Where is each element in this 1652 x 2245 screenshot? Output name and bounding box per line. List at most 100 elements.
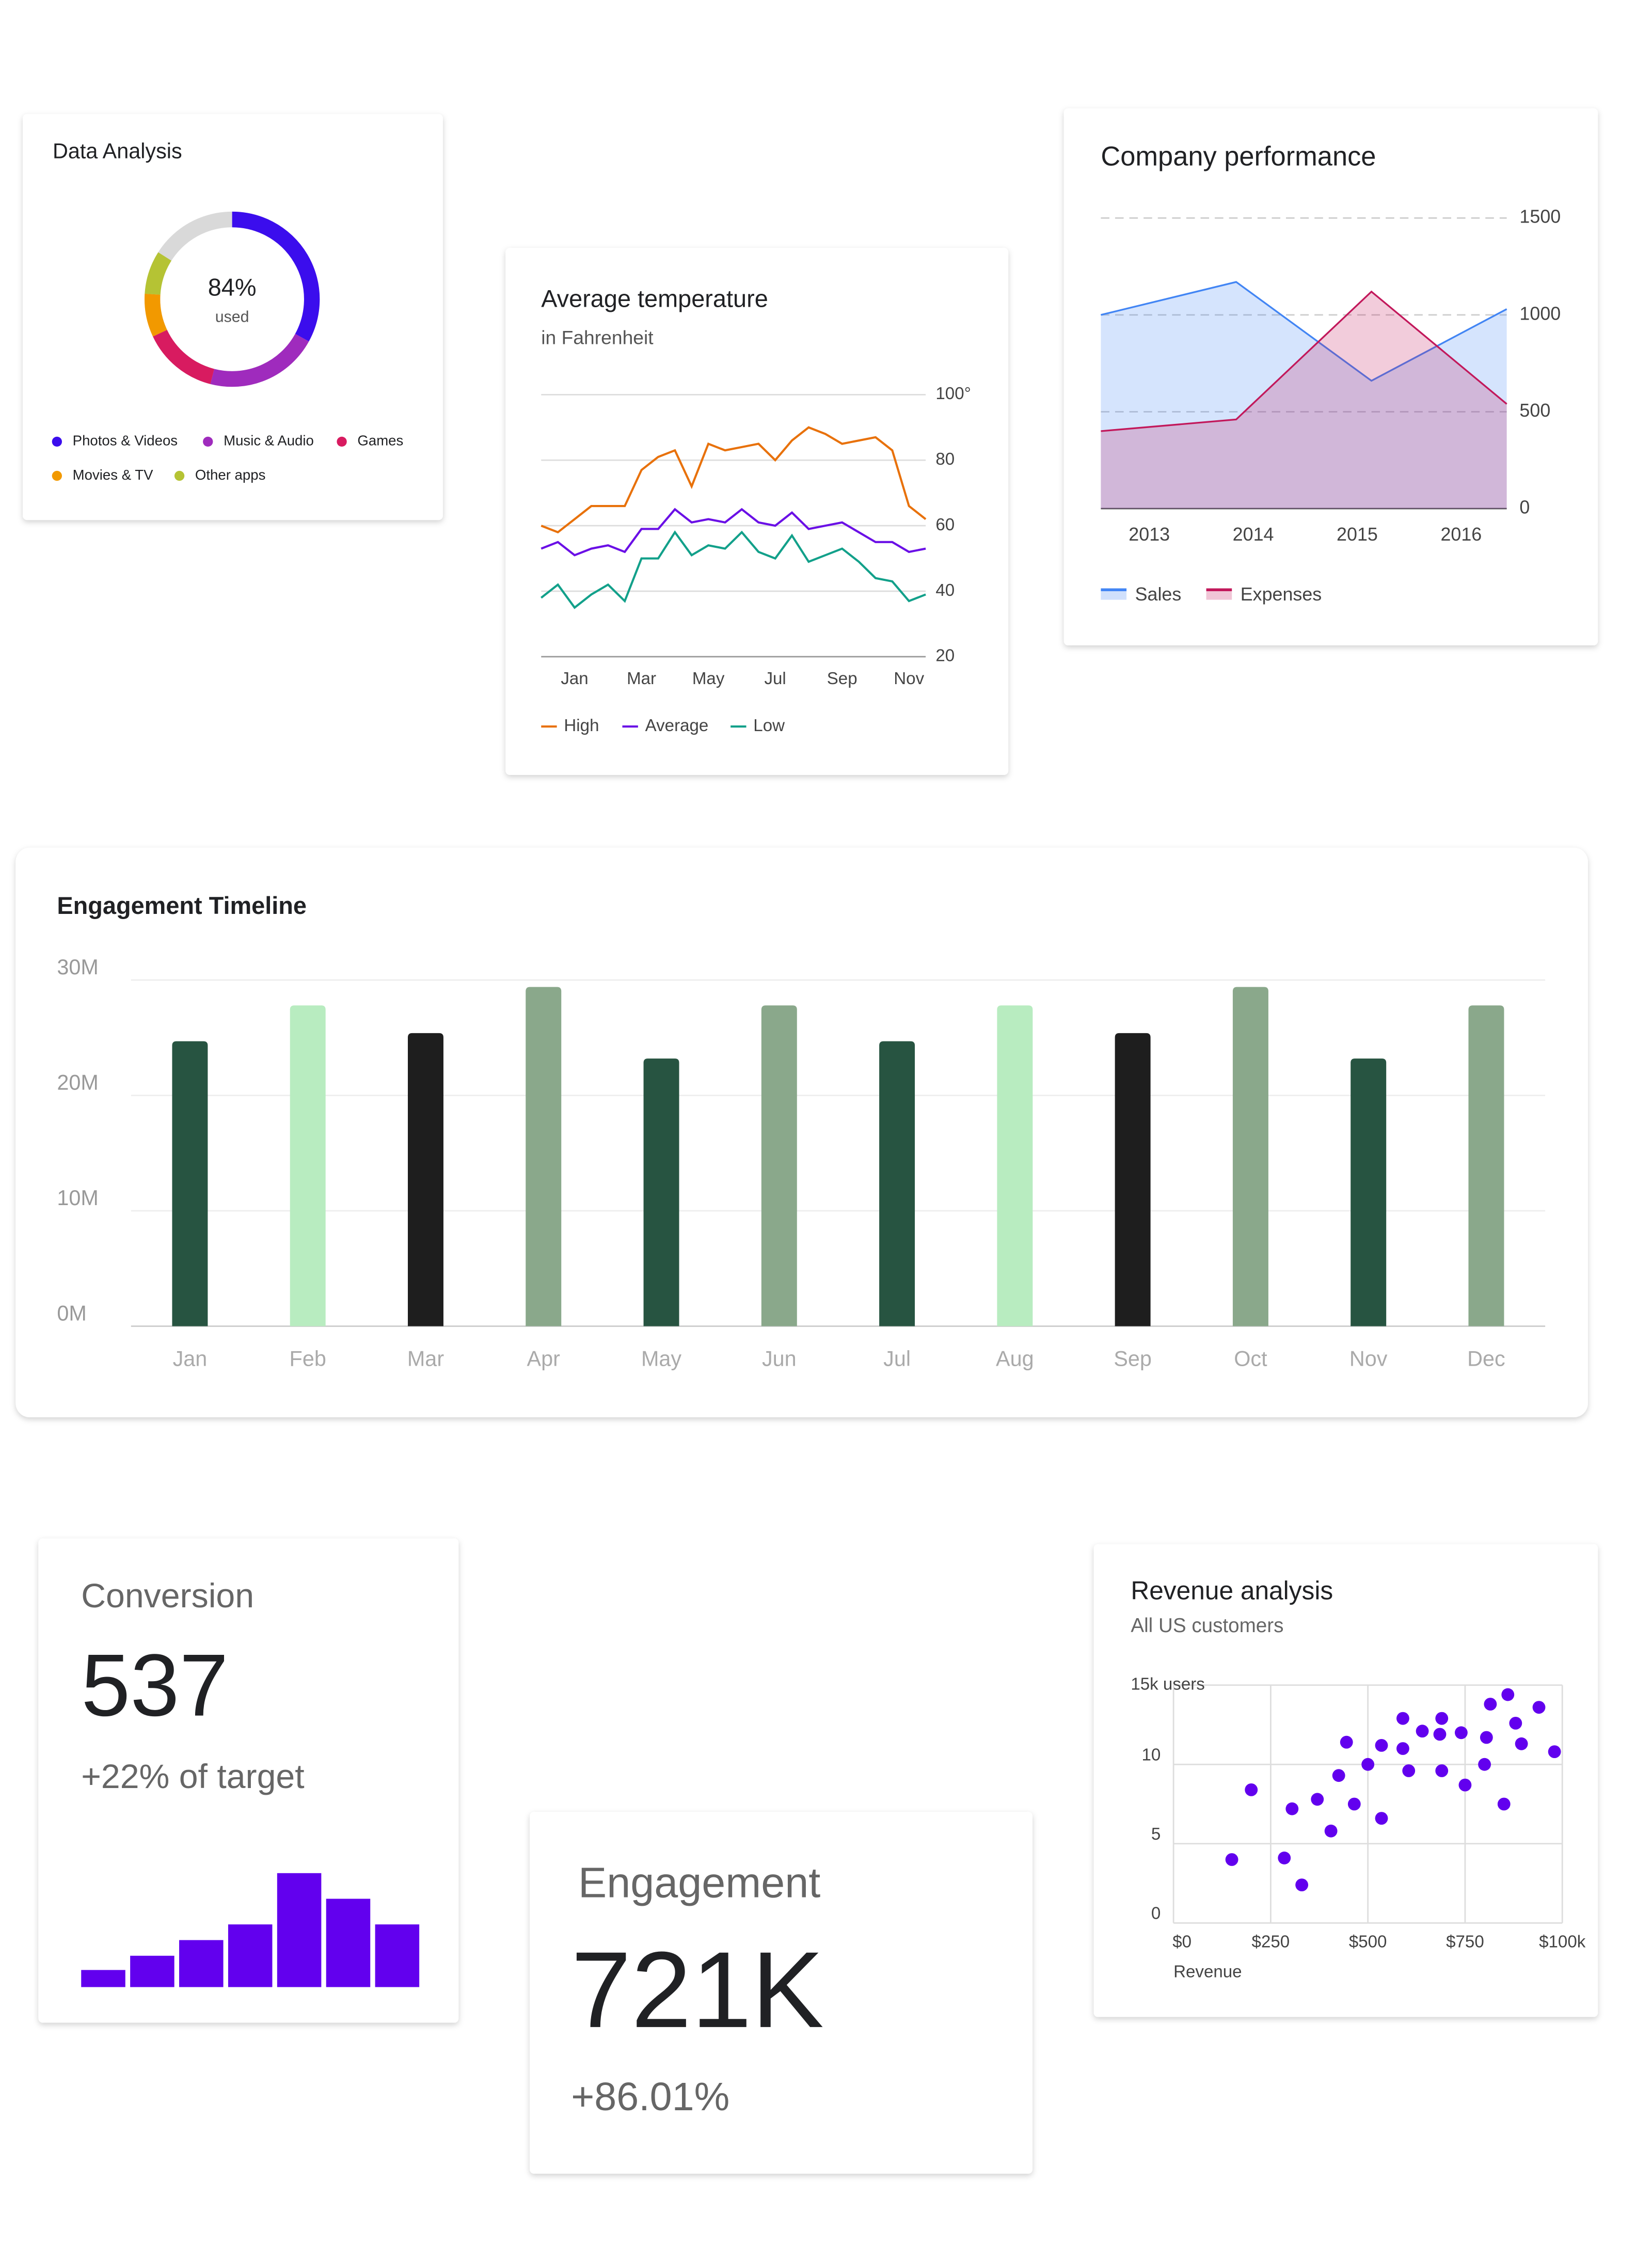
x-tick-label: Aug [996, 1347, 1034, 1371]
chart-title: Data Analysis [53, 139, 182, 163]
y-tick-label: 10M [57, 1186, 98, 1210]
bar [1232, 987, 1268, 1326]
y-tick-label: 0M [57, 1301, 86, 1325]
x-tick-label: Nov [1349, 1347, 1388, 1371]
bar [81, 1970, 125, 1987]
x-tick-label: May [692, 669, 725, 688]
x-tick-label: May [641, 1347, 681, 1371]
point [1433, 1728, 1447, 1741]
point [1278, 1852, 1291, 1864]
point [1245, 1783, 1258, 1796]
bar [1351, 1058, 1387, 1326]
card [23, 114, 443, 520]
legend-dot [52, 470, 62, 481]
legend-label: Sales [1135, 584, 1182, 605]
point [1361, 1758, 1375, 1771]
bar [130, 1955, 174, 1987]
x-tick-label: Jun [762, 1347, 797, 1371]
point [1497, 1797, 1511, 1811]
x-tick-label: Oct [1234, 1347, 1267, 1371]
x-tick-label: $500 [1349, 1933, 1387, 1952]
point [1311, 1793, 1324, 1806]
x-tick-label: Apr [527, 1347, 561, 1371]
chart-title: Company performance [1101, 141, 1376, 171]
legend-label: Photos & Videos [73, 433, 178, 449]
card-note: +22% of target [81, 1758, 304, 1796]
donut-segment [210, 334, 309, 387]
y-tick-label: 5 [1151, 1825, 1161, 1844]
bar [1468, 1005, 1504, 1326]
card [530, 1812, 1032, 2174]
bar [526, 987, 562, 1326]
legend-label: Games [357, 433, 403, 449]
point [1484, 1698, 1497, 1711]
chart-title: Revenue analysis [1131, 1576, 1333, 1605]
legend-label: Other apps [195, 467, 265, 483]
card-title: Engagement [578, 1858, 820, 1906]
point [1375, 1812, 1388, 1825]
donut-segment [153, 329, 215, 384]
legend-dot [174, 470, 185, 481]
card [1063, 108, 1598, 645]
point [1347, 1797, 1361, 1811]
x-tick-label: $0 [1172, 1933, 1192, 1952]
x-tick-label: 2013 [1129, 524, 1170, 545]
x-tick-label: Mar [407, 1347, 444, 1371]
line [541, 508, 926, 557]
area [1101, 282, 1507, 509]
x-tick-label: 2014 [1233, 524, 1274, 545]
point [1225, 1853, 1238, 1866]
point [1402, 1764, 1416, 1777]
point [1285, 1802, 1299, 1815]
legend-label: Average [645, 716, 709, 735]
y-tick-label: 15k users [1131, 1674, 1204, 1694]
bar [172, 1041, 208, 1326]
bar [408, 1033, 443, 1326]
point [1478, 1758, 1491, 1771]
point [1458, 1778, 1472, 1792]
y-tick-label: 20M [57, 1070, 98, 1094]
legend-label: Movies & TV [73, 467, 153, 483]
y-tick-label: 100° [935, 384, 971, 403]
point [1501, 1688, 1515, 1701]
legend-dot [337, 436, 347, 447]
bar [326, 1899, 371, 1987]
legend-dot [203, 436, 213, 447]
line [540, 530, 926, 609]
card-title: Conversion [81, 1577, 254, 1615]
point [1340, 1735, 1353, 1749]
bar [375, 1924, 420, 1987]
x-tick-label: Jul [883, 1347, 911, 1371]
y-tick-label: 0 [1151, 1904, 1161, 1923]
area-line [1101, 281, 1507, 382]
line [541, 426, 927, 534]
point [1480, 1731, 1493, 1744]
x-tick-label: Sep [827, 669, 857, 688]
point [1435, 1764, 1449, 1777]
center-label: used [215, 308, 249, 325]
point [1396, 1742, 1409, 1755]
x-tick-label: 2016 [1440, 524, 1482, 545]
y-tick-label: 80 [935, 450, 955, 469]
center-value: 84% [208, 274, 257, 301]
bar [879, 1041, 915, 1326]
point [1332, 1769, 1345, 1782]
bar [179, 1940, 224, 1987]
bar [277, 1873, 322, 1987]
bar [761, 1005, 797, 1326]
card-value: 537 [81, 1636, 228, 1735]
donut-segment [232, 211, 320, 342]
y-tick-label: 1000 [1519, 303, 1561, 324]
bar [643, 1058, 679, 1326]
point [1416, 1725, 1429, 1738]
chart-subtitle: in Fahrenheit [541, 327, 654, 349]
chart-title: Average temperature [541, 286, 768, 312]
x-tick-label: Mar [627, 669, 656, 688]
x-axis-label: Revenue [1173, 1963, 1242, 1982]
bar [997, 1005, 1033, 1326]
legend-swatch [1101, 590, 1127, 600]
legend-label: Music & Audio [224, 433, 314, 449]
point [1509, 1716, 1522, 1730]
x-tick-label: $100k [1539, 1933, 1586, 1952]
y-tick-label: 20 [935, 646, 955, 666]
